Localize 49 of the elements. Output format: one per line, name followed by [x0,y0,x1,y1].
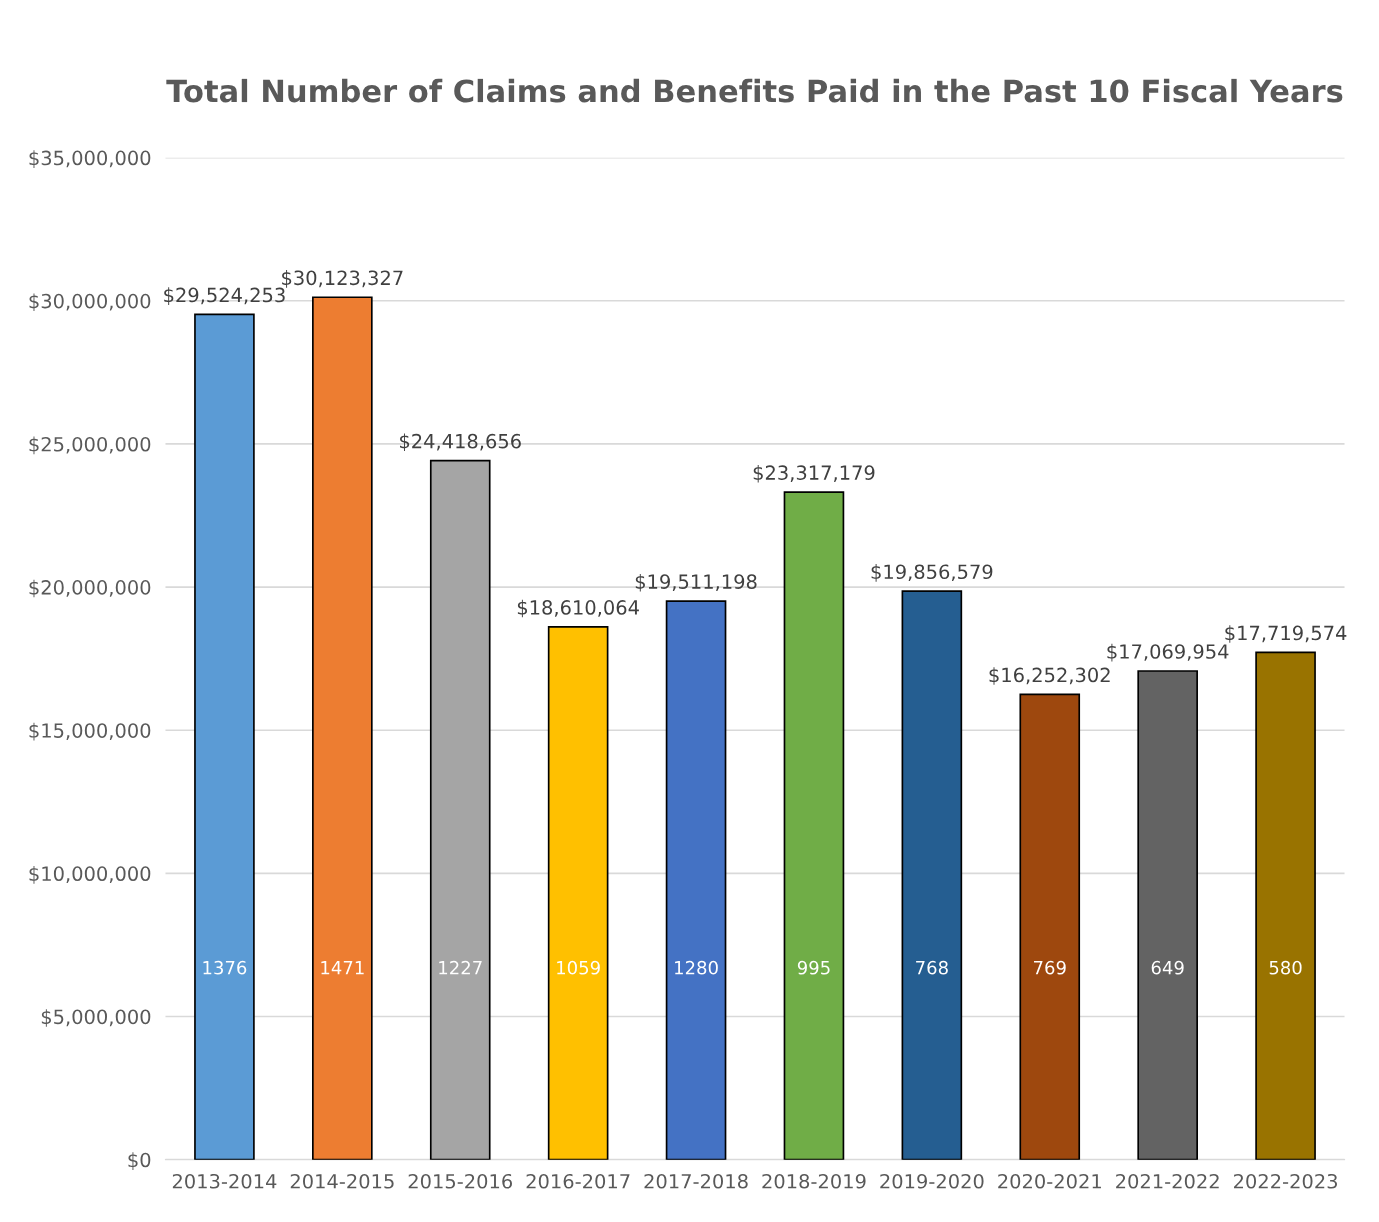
annotation: 1227 [439,960,482,975]
annotation: 649 [1151,960,1184,975]
bar [312,296,373,1160]
y-tick-label: $35,000,000 [29,150,151,168]
data-label: $23,317,179 [753,464,875,483]
bar [783,491,845,1160]
data-label: $19,856,579 [871,564,993,582]
annotation: 769 [1034,960,1066,975]
chart-title: Total Number of Claims and Benefits Paid in the Past 10 Fiscal Years [166,78,1343,103]
data-label: $29,524,253 [164,287,285,305]
y-tick-label: $20,000,000 [29,579,151,598]
data-label: $24,418,656 [400,433,521,452]
x-tick-label: 2015-2016 [408,1173,513,1189]
x-tick-label: 2019-2020 [880,1173,984,1189]
x-tick-label: 2021-2022 [1116,1173,1219,1189]
x-tick-label: 2016-2017 [526,1173,630,1189]
bar [547,626,609,1160]
data-label: $19,511,198 [635,573,757,592]
y-tick-label: $15,000,000 [29,722,151,741]
data-label: $30,123,327 [282,270,403,288]
y-tick-label: $10,000,000 [29,865,151,884]
annotation: 1280 [675,960,718,975]
annotation: 580 [1269,960,1302,975]
y-tick-label: $30,000,000 [29,293,151,312]
y-tick-label: $0 [128,1152,151,1170]
annotation: 1059 [557,960,600,975]
bar [665,600,727,1160]
x-tick-label: 2020-2021 [998,1173,1101,1189]
data-label: $16,252,302 [989,667,1110,685]
bar [1019,693,1081,1160]
annotation: 1471 [321,961,364,975]
bar [194,313,255,1160]
bar [901,590,963,1160]
x-tick-label: 2013-2014 [172,1173,277,1189]
y-tick-label: $25,000,000 [29,436,151,455]
x-tick-label: 2014-2015 [290,1173,394,1189]
bar [429,459,491,1160]
bar [1137,670,1198,1160]
bar [1255,651,1316,1160]
annotation: 768 [916,960,948,975]
annotation: 1376 [203,960,247,975]
x-tick-label: 2022-2023 [1234,1173,1338,1189]
x-tick-label: 2018-2019 [762,1173,866,1189]
annotation: 995 [797,960,830,975]
y-tick-label: $5,000,000 [41,1009,151,1027]
data-label: $18,610,064 [517,599,639,618]
data-label: $17,719,574 [1225,625,1347,643]
x-tick-label: 2017-2018 [644,1173,748,1189]
data-label: $17,069,954 [1107,643,1229,662]
